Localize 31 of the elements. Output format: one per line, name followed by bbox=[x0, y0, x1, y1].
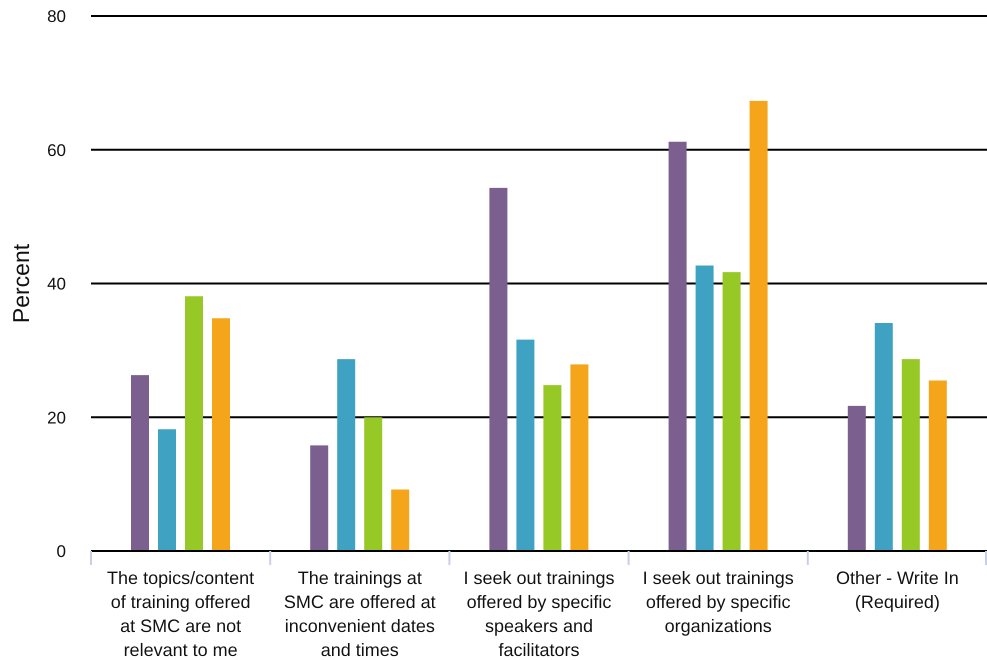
x-tick-label: The topics/content of training offered at SMC are not relevant to me bbox=[107, 568, 254, 660]
bar bbox=[391, 489, 410, 551]
bar bbox=[337, 359, 356, 551]
y-tick-label: 20 bbox=[47, 408, 66, 428]
bar bbox=[722, 272, 741, 551]
bar bbox=[185, 296, 203, 551]
x-tick-label: Other - Write In (Required) bbox=[836, 568, 959, 612]
bar bbox=[874, 322, 893, 551]
bar bbox=[696, 265, 714, 551]
y-tick-label: 0 bbox=[56, 542, 66, 562]
bar bbox=[516, 340, 534, 551]
bar bbox=[570, 364, 588, 551]
bar bbox=[902, 359, 920, 551]
y-axis-title: Percent bbox=[8, 243, 34, 324]
bar bbox=[212, 318, 230, 551]
bar bbox=[364, 417, 382, 551]
bar bbox=[543, 385, 562, 551]
y-tick-label: 80 bbox=[47, 7, 66, 26]
x-tick-label: I seek out trainings offered by specific organizations bbox=[642, 568, 794, 636]
bar bbox=[158, 429, 176, 551]
bar bbox=[131, 375, 149, 551]
y-tick-label: 40 bbox=[47, 274, 66, 294]
bar bbox=[750, 100, 768, 551]
x-tick-label: The trainings at SMC are offered at inconvenient dates and times bbox=[284, 568, 436, 660]
bar bbox=[928, 380, 947, 551]
bar bbox=[310, 445, 328, 551]
bar bbox=[668, 142, 687, 551]
bar bbox=[489, 188, 508, 551]
y-tick-label: 60 bbox=[47, 140, 66, 160]
x-tick-label: I seek out trainings offered by specific speakers and facilitators bbox=[463, 568, 615, 660]
bar bbox=[848, 406, 866, 551]
